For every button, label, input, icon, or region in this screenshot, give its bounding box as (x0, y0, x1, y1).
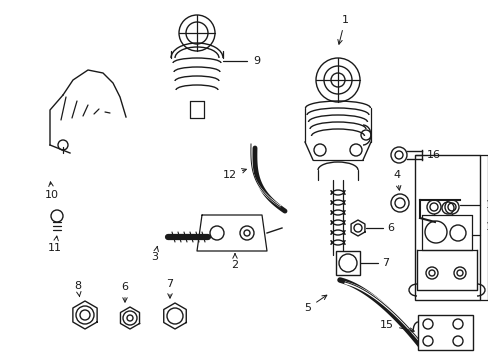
FancyBboxPatch shape (414, 155, 479, 300)
Text: 10: 10 (45, 182, 59, 200)
FancyBboxPatch shape (335, 251, 359, 275)
Text: 16: 16 (426, 150, 440, 160)
Text: 2: 2 (231, 254, 238, 270)
Text: 1: 1 (337, 15, 348, 44)
Text: 3: 3 (151, 246, 158, 262)
FancyBboxPatch shape (417, 315, 472, 350)
Text: 4: 4 (393, 170, 400, 190)
Text: 11: 11 (48, 236, 62, 253)
Text: 15: 15 (379, 320, 413, 332)
Text: 14: 14 (485, 200, 488, 210)
Text: 9: 9 (253, 56, 260, 66)
Text: 6: 6 (121, 282, 128, 302)
Text: 6: 6 (386, 223, 394, 233)
Text: 7: 7 (166, 279, 173, 298)
Text: 13: 13 (485, 222, 488, 232)
Text: 5: 5 (304, 295, 326, 313)
Text: 8: 8 (74, 281, 81, 297)
Text: 12: 12 (223, 168, 246, 180)
Text: 7: 7 (382, 258, 389, 268)
